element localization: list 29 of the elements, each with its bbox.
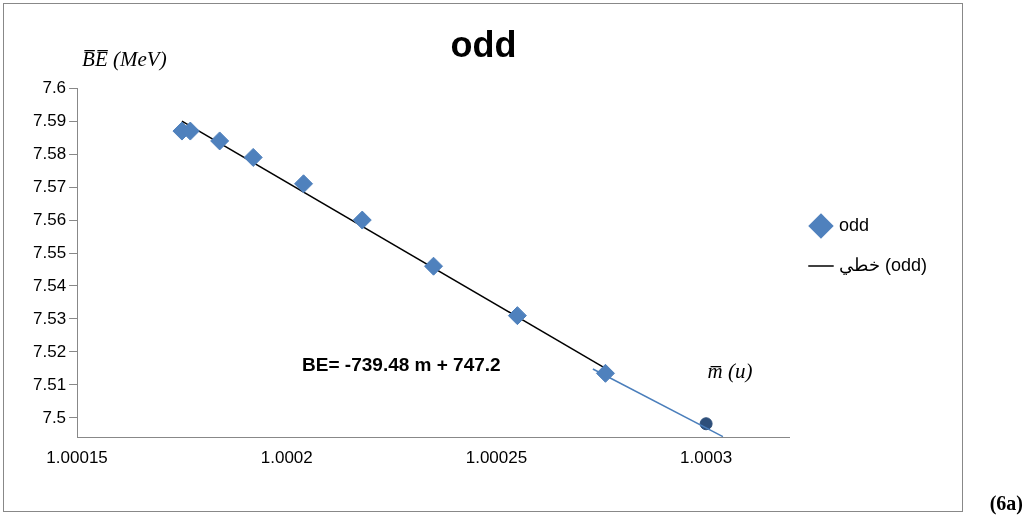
y-tick-label: 7.51: [32, 374, 67, 394]
point: [424, 256, 444, 276]
y-tick-label: 7.57: [32, 176, 67, 196]
y-axis-title: B̅E̅ (MeV): [82, 46, 167, 71]
y-tick-label: 7.58: [32, 143, 67, 163]
x-tick-label: 1.00025: [465, 448, 528, 468]
x-axis-title: m̅ (u): [707, 359, 753, 384]
y-tick-label: 7.52: [32, 341, 67, 361]
point: [507, 306, 527, 326]
y-tick-label: 7.54: [32, 275, 67, 295]
x-tick-label: 1.0003: [680, 448, 733, 468]
point: [595, 363, 615, 383]
y-tick-label: 7.6: [42, 77, 67, 97]
point: [210, 131, 230, 151]
annotation: BE= -739.48 m + 747.2: [302, 354, 501, 376]
chart-title: odd: [450, 23, 517, 65]
legend-label: خطي (odd): [838, 254, 928, 275]
point: [352, 210, 372, 230]
y-tick-label: 7.5: [42, 407, 67, 427]
x-tick-label: 1.0002: [260, 448, 313, 468]
y-tick-label: 7.53: [32, 308, 67, 328]
text: (6a): [989, 492, 1023, 515]
point: [243, 147, 263, 167]
point: [294, 174, 314, 194]
x-tick-label: 1.00015: [46, 448, 108, 468]
legend-label: odd: [838, 214, 870, 235]
y-tick-label: 7.56: [32, 209, 67, 229]
y-tick-label: 7.55: [32, 242, 67, 262]
y-tick-label: 7.59: [32, 110, 67, 130]
